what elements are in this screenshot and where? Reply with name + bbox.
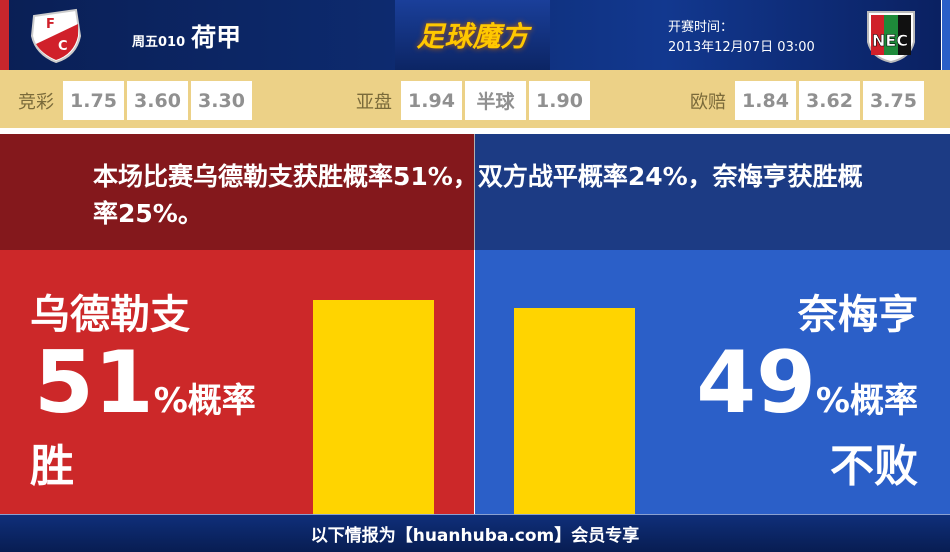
match-code: 周五010	[132, 35, 186, 50]
home-team-name: 乌德勒支	[30, 292, 190, 338]
league-name: 荷甲	[191, 23, 242, 52]
kickoff-time: 2013年12月07日 03:00	[668, 40, 815, 55]
odds-value: 1.84	[735, 81, 796, 120]
odds-label: 亚盘	[356, 91, 392, 113]
odds-value: 3.30	[191, 81, 252, 120]
away-result: 不败	[830, 441, 918, 492]
odds-value: 3.75	[863, 81, 924, 120]
brand-logo: 足球魔方	[395, 0, 550, 70]
away-probability-bar	[514, 308, 635, 514]
odds-jingcai: 竞彩 1.75 3.60 3.30	[18, 81, 252, 120]
odds-value: 3.60	[127, 81, 188, 120]
home-team-logo: F C	[30, 8, 82, 64]
odds-value: 半球	[465, 81, 526, 120]
panel-divider	[474, 250, 475, 514]
odds-value: 1.94	[401, 81, 462, 120]
kickoff-info: 开赛时间： 2013年12月07日 03:00	[668, 18, 815, 58]
odds-value: 3.62	[799, 81, 860, 120]
away-team-name: 奈梅亨	[798, 292, 918, 338]
away-color-strip	[941, 0, 950, 70]
odds-label: 竞彩	[18, 91, 54, 113]
away-team-logo: NEC	[867, 11, 915, 64]
away-percent-unit: %概率	[815, 381, 918, 421]
kickoff-label: 开赛时间：	[668, 20, 734, 35]
away-percent-value: 49	[696, 333, 816, 433]
odds-bar: 竞彩 1.75 3.60 3.30 亚盘 1.94 半球 1.90 欧赔 1.8…	[0, 70, 950, 128]
odds-value: 1.75	[63, 81, 124, 120]
home-percent-value: 51	[34, 333, 154, 433]
odds-oupei: 欧赔 1.84 3.62 3.75	[690, 81, 924, 120]
away-percent: 49 %概率	[696, 336, 918, 430]
svg-text:F: F	[46, 17, 55, 32]
odds-value: 1.90	[529, 81, 590, 120]
home-percent-unit: %概率	[153, 381, 256, 421]
home-probability-bar	[313, 299, 434, 514]
match-header: F C 周五010 荷甲 足球魔方 开赛时间： 2013年12月07日 03:0…	[0, 0, 950, 70]
prediction-summary: 本场比赛乌德勒支获胜概率51%，双方战平概率24%，奈梅亨获胜概率25%。	[0, 134, 950, 250]
home-percent: 51 %概率	[34, 336, 256, 430]
home-panel: 乌德勒支 51 %概率 胜	[0, 250, 474, 514]
svg-text:NEC: NEC	[872, 31, 908, 50]
home-result: 胜	[30, 441, 74, 492]
away-panel: 奈梅亨 49 %概率 不败	[475, 250, 950, 514]
home-color-strip	[0, 0, 9, 70]
summary-text: 本场比赛乌德勒支获胜概率51%，双方战平概率24%，奈梅亨获胜概率25%。	[93, 162, 863, 228]
league-info: 周五010 荷甲	[132, 18, 241, 54]
odds-yapan: 亚盘 1.94 半球 1.90	[356, 81, 590, 120]
svg-text:C: C	[58, 39, 68, 54]
members-banner[interactable]: 以下情报为【huanhuba.com】会员专享	[0, 514, 950, 552]
odds-label: 欧赔	[690, 91, 726, 113]
separator	[0, 128, 950, 134]
